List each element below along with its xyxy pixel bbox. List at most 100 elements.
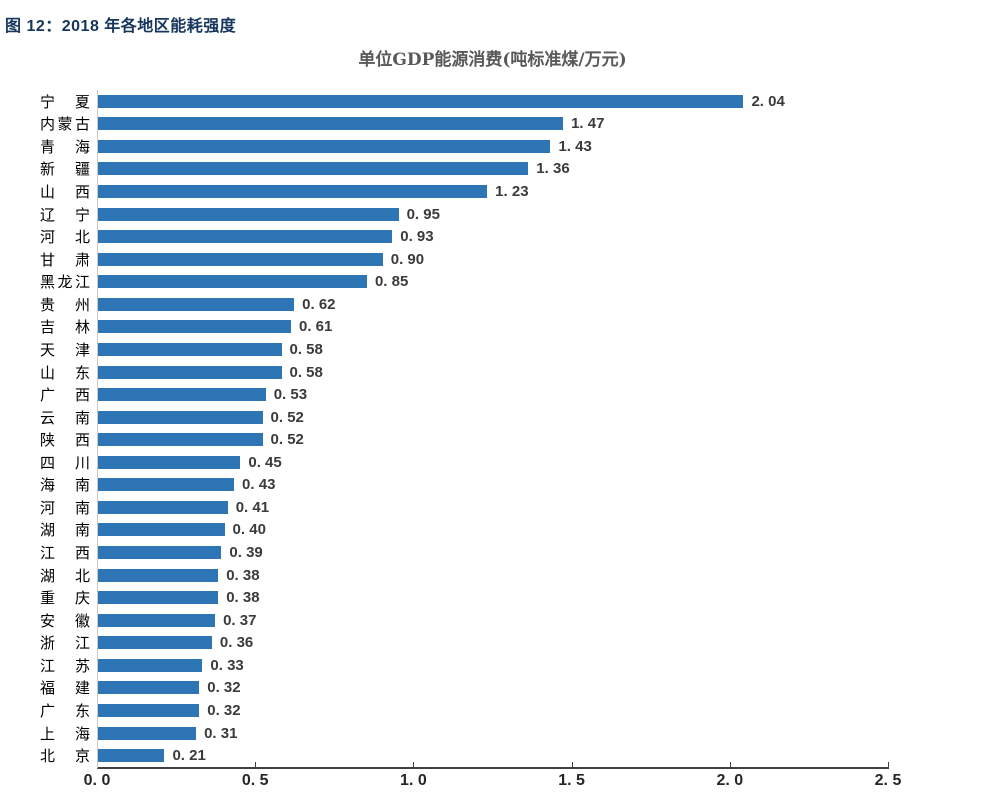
category-row: 河南 [40, 496, 90, 519]
bar [98, 388, 266, 402]
bar [98, 703, 200, 717]
bar [98, 297, 295, 311]
bar-row: 0. 38 [98, 586, 889, 609]
category-label: 内蒙古 [40, 115, 90, 134]
x-axis-tick-label: 2. 5 [874, 772, 902, 789]
value-label: 2. 04 [751, 92, 785, 110]
category-label: 四川 [40, 453, 90, 472]
value-label: 1. 36 [536, 160, 570, 178]
bar [98, 185, 488, 199]
value-label: 0. 37 [223, 611, 257, 629]
bar-row: 0. 31 [98, 722, 889, 745]
category-row: 广西 [40, 383, 90, 406]
bar [98, 478, 235, 492]
category-label: 海南 [40, 476, 90, 495]
x-axis-tick-mark [413, 762, 415, 767]
category-row: 青海 [40, 135, 90, 158]
value-label: 0. 21 [172, 747, 206, 765]
bar-row: 1. 36 [98, 158, 889, 181]
category-label: 黑龙江 [40, 273, 90, 292]
category-label: 江苏 [40, 656, 90, 675]
value-label: 0. 52 [270, 431, 304, 449]
category-row: 四川 [40, 451, 90, 474]
category-row: 河北 [40, 225, 90, 248]
value-label: 1. 43 [558, 137, 592, 155]
value-label: 0. 33 [210, 656, 244, 674]
bar-row: 2. 04 [98, 90, 889, 113]
x-axis-tick-label: 1. 5 [558, 772, 585, 789]
category-row: 福建 [40, 677, 90, 700]
category-label: 上海 [40, 724, 90, 743]
category-row: 吉林 [40, 316, 90, 339]
bar-row: 0. 32 [98, 699, 889, 722]
category-label: 湖南 [40, 521, 90, 540]
bar [98, 275, 367, 289]
bar-row: 0. 95 [98, 203, 889, 226]
bar [98, 455, 241, 469]
category-label: 安徽 [40, 611, 90, 630]
bar-row: 0. 93 [98, 225, 889, 248]
bar [98, 365, 282, 379]
category-label: 甘肃 [40, 250, 90, 269]
bar [98, 681, 200, 695]
bar [98, 320, 291, 334]
category-label: 湖北 [40, 566, 90, 585]
chart-title: 单位GDP能源消费(吨标准煤/万元) [358, 50, 627, 70]
plot-area: 2. 04 1. 47 1. 43 1. 36 1. 23 0. 95 0. 93 0. 90… [97, 90, 889, 769]
category-row: 广东 [40, 699, 90, 722]
x-axis-tick-mark [888, 762, 889, 767]
category-label: 山西 [40, 183, 90, 202]
value-label: 0. 38 [226, 566, 260, 584]
value-label: 0. 40 [232, 521, 266, 539]
bar-row: 0. 61 [98, 316, 889, 339]
bar [98, 658, 203, 672]
bar-row: 0. 38 [98, 564, 889, 587]
x-axis-tick-label: 0. 0 [83, 772, 111, 789]
bar-row: 0. 52 [98, 428, 889, 451]
category-axis-labels: 宁夏 内蒙古 青海 新疆 山西 辽宁 河北 甘肃 黑龙江 贵州 吉林 天津 山东 广西 云南 陕西 四川 海南 河南… [40, 90, 90, 767]
bar-row: 1. 23 [98, 180, 889, 203]
bar [98, 636, 212, 650]
category-row: 山东 [40, 361, 90, 384]
category-row: 安徽 [40, 609, 90, 632]
category-label: 贵州 [40, 295, 90, 314]
category-label: 河北 [40, 228, 90, 247]
bar-row: 0. 37 [98, 609, 889, 632]
value-label: 0. 85 [374, 273, 409, 291]
value-label: 0. 53 [273, 386, 308, 404]
category-row: 陕西 [40, 428, 90, 451]
category-label: 北京 [40, 747, 90, 766]
category-label: 浙江 [40, 634, 90, 653]
x-axis-tick-label: 2. 0 [716, 772, 744, 789]
bar-row: 0. 36 [98, 632, 889, 655]
category-row: 江苏 [40, 654, 90, 677]
category-label: 新疆 [40, 160, 90, 179]
category-row: 湖南 [40, 519, 90, 542]
value-label: 0. 43 [242, 476, 276, 494]
x-axis-tick-label: 1. 0 [400, 772, 427, 789]
bar [98, 94, 744, 108]
bar-row: 1. 47 [98, 113, 889, 136]
bar-row: 0. 58 [98, 361, 889, 384]
category-label: 宁夏 [40, 92, 90, 111]
bar [98, 749, 165, 763]
category-label: 广西 [40, 386, 90, 405]
category-row: 内蒙古 [40, 113, 90, 136]
value-label: 0. 31 [204, 724, 238, 742]
bar-row: 0. 62 [98, 293, 889, 316]
bar-row: 0. 43 [98, 474, 889, 497]
bar [98, 252, 383, 266]
category-label: 河南 [40, 498, 90, 517]
bar-row: 0. 85 [98, 271, 889, 294]
figure-title: 图 12：2018 年各地区能耗强度 [5, 18, 237, 35]
value-label: 1. 23 [495, 183, 529, 201]
value-label: 0. 38 [226, 589, 260, 607]
bar [98, 591, 219, 605]
bar-row: 0. 90 [98, 248, 889, 271]
value-label: 0. 61 [299, 318, 333, 336]
bar [98, 162, 529, 176]
category-label: 云南 [40, 408, 90, 427]
category-row: 重庆 [40, 586, 90, 609]
category-label: 辽宁 [40, 205, 90, 224]
